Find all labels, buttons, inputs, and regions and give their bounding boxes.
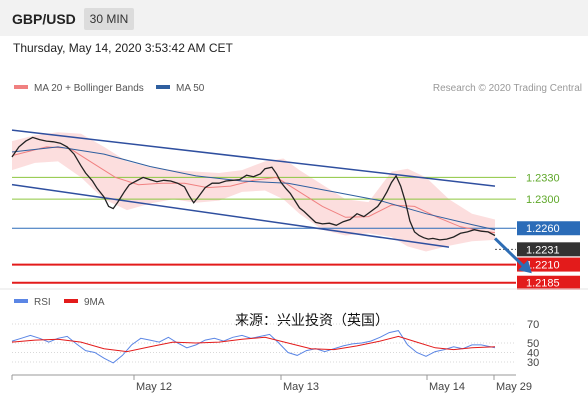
x-tick-label: May 12 [136,381,172,393]
level-tag-1.2260 [517,221,580,236]
rsi-tick-30: 30 [527,357,539,369]
legend-label-ma50: MA 50 [176,83,205,94]
level-label-1.2210: 1.2210 [526,260,560,272]
credit-text: Research © 2020 Trading Central [433,83,582,94]
level-tag-1.2185 [517,275,580,290]
rsi-series-9ma [11,335,496,353]
rsi-tick-40: 40 [527,348,539,360]
timestamp: Thursday, May 14, 2020 3:53:42 AM CET [13,41,233,55]
x-tick-label: May 29 [496,381,532,393]
legend-label-rsi: RSI [34,297,51,308]
x-tick-label: May 13 [283,381,319,393]
legend-swatch-9ma [64,299,78,303]
legend-label-9ma: 9MA [84,297,105,308]
legend-swatch-ma50 [156,85,170,89]
series-line-ma-50 [11,146,496,231]
level-label-1.2185: 1.2185 [526,278,560,290]
level-label-1.2300: 1.2300 [526,194,560,206]
level-tag-1.2231 [517,242,580,257]
x-axis-layer: May 12 May 13 May 14 May 29 [11,375,532,393]
price-layer: 1.2330 1.2300 1.2260 1.2231 1.2210 1.2185 [11,129,580,290]
chart-header: GBP/USD 30 MIN [0,0,588,36]
symbol-label: GBP/USD [12,11,76,27]
rsi-tick-70: 70 [527,319,539,331]
price-line [11,136,496,241]
rsi-series-rsi [11,330,496,364]
watermark-text: 来源：兴业投资（英国） [235,312,389,329]
forecast-arrow-shaft [493,237,528,271]
level-tag-1.2210 [517,257,580,272]
legend-label-ma20: MA 20 + Bollinger Bands [34,83,144,94]
trend-channel-lower [11,183,450,248]
forecast-arrow-head [518,259,532,274]
level-label-1.2330: 1.2330 [526,172,560,184]
x-tick-label: May 14 [429,381,465,393]
timeframe-badge[interactable]: 30 MIN [84,8,134,30]
rsi-tick-50: 50 [527,338,539,350]
bollinger-band-area [12,132,495,252]
legend-swatch-rsi [14,299,28,303]
level-label-1.2231: 1.2231 [526,244,560,256]
level-label-1.2260: 1.2260 [526,223,560,235]
legend-swatch-ma20 [14,85,28,89]
trend-channel-upper [11,129,496,187]
series-line-ma-20 [11,146,496,234]
